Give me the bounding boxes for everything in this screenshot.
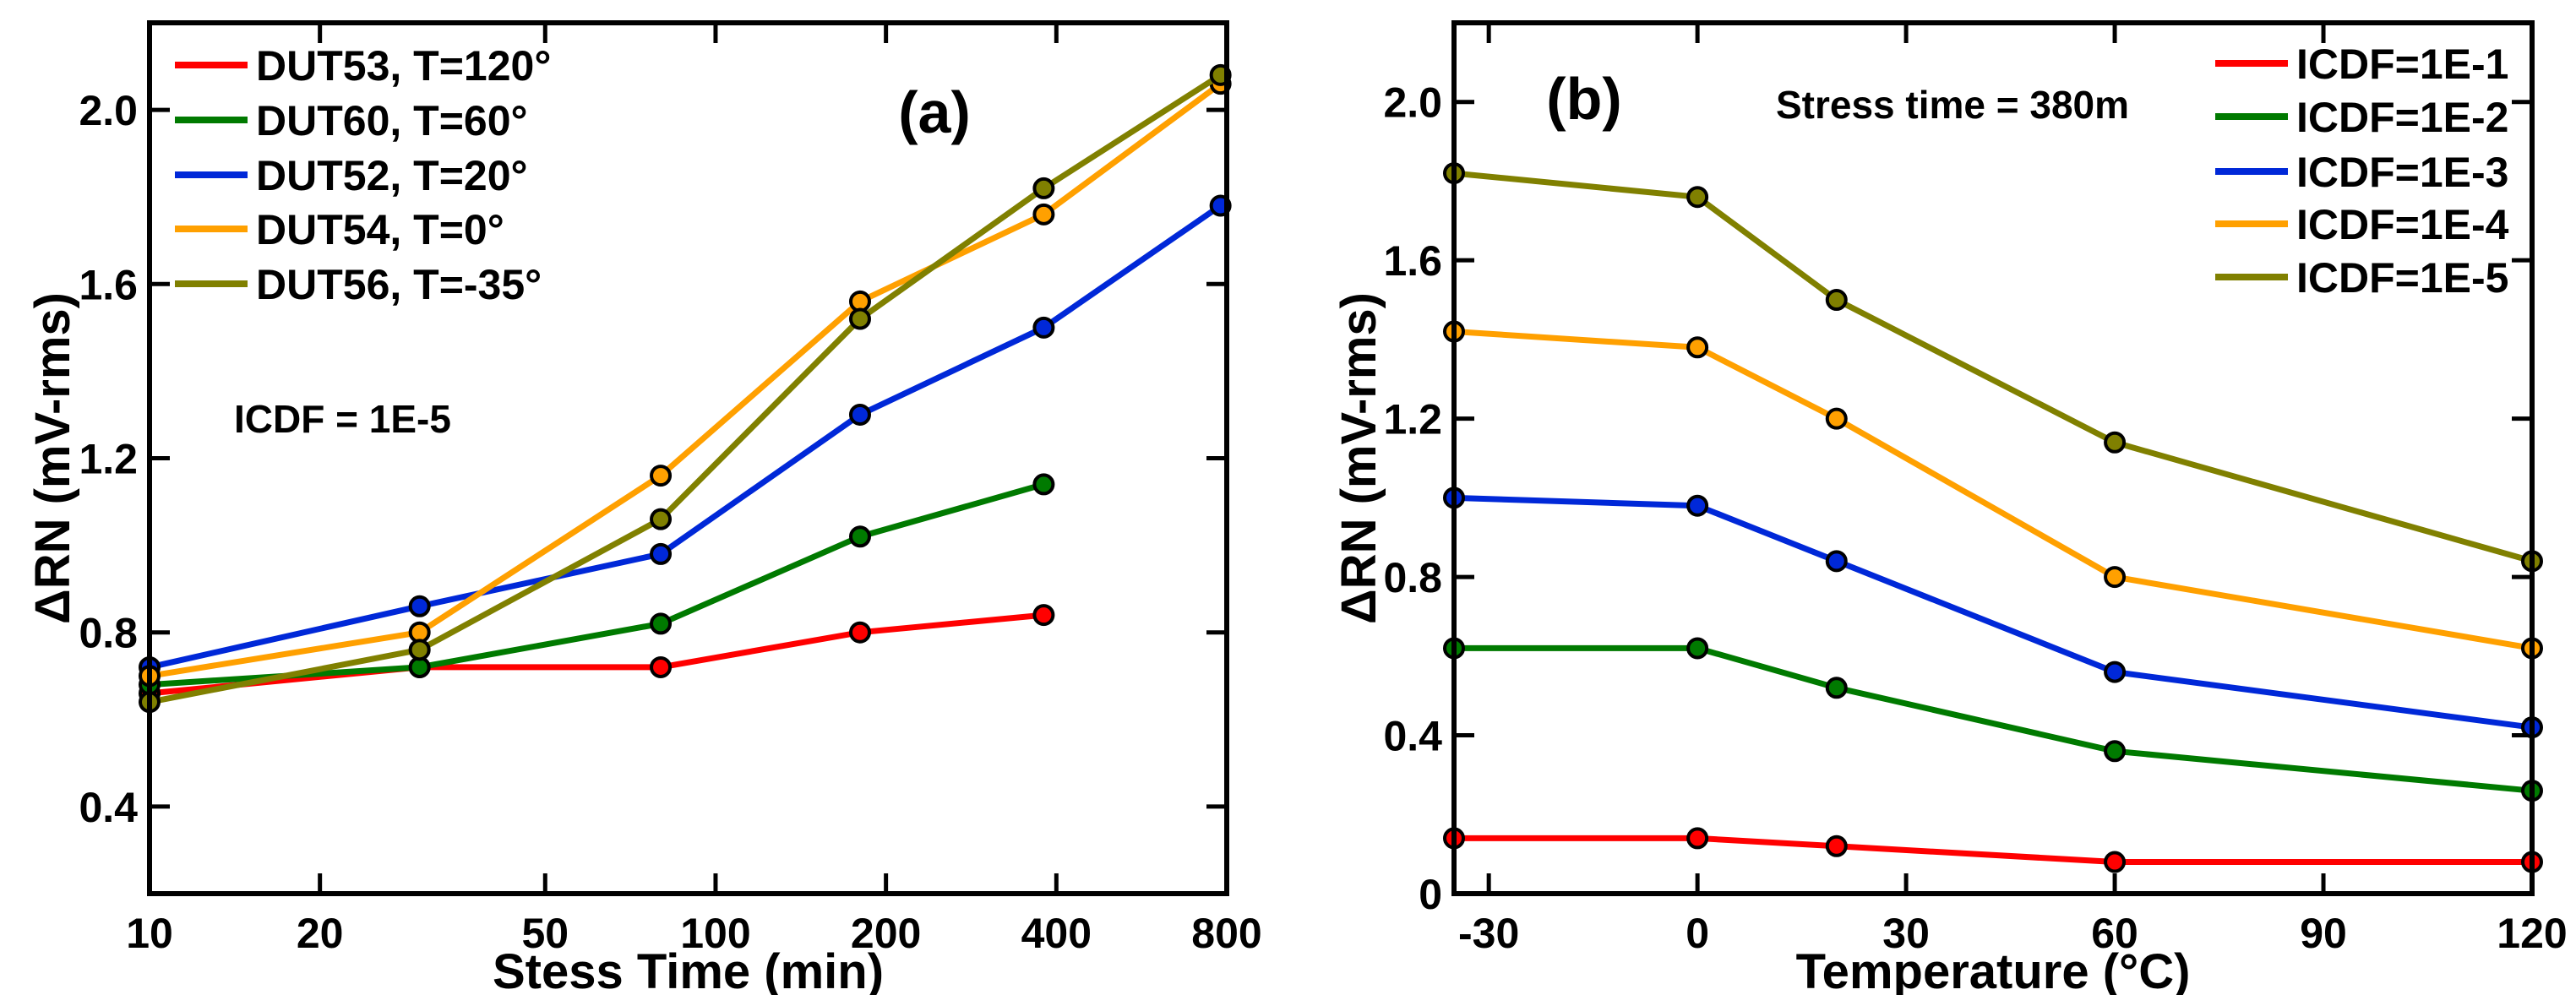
y-tick-label: 2.0	[1383, 79, 1442, 127]
y-tick-label: 1.6	[1383, 237, 1442, 285]
data-point	[1686, 336, 1709, 359]
x-tick-label: 90	[2300, 910, 2347, 957]
y-tick-label: 1.2	[79, 436, 138, 483]
data-point	[1686, 827, 1709, 850]
legend-label: ICDF=1E-2	[2296, 94, 2508, 141]
panel-a: 10 20 50 100 200 400 800 0.4 0.8 1.2 1.6 2.0 DUT53, …	[25, 20, 1262, 995]
data-point	[1825, 289, 1848, 312]
x-tick-label: 10	[126, 910, 173, 957]
panel-label: (a)	[898, 79, 971, 145]
annotation: Stress time = 380m	[1776, 83, 2129, 127]
data-point	[1825, 550, 1848, 573]
x-tick-label: 20	[297, 910, 344, 957]
x-tick-label: 0	[1686, 910, 1709, 957]
legend-label: DUT60, T=60°	[256, 97, 528, 144]
data-point	[1686, 186, 1709, 209]
data-point	[2104, 431, 2127, 454]
data-point	[650, 612, 673, 635]
y-tick-label: 0.8	[1383, 554, 1442, 601]
x-tick-label: 30	[1882, 910, 1930, 957]
axes-frame	[1451, 20, 2535, 896]
panel-b: -30 0 30 60 90 120 0 0.4 0.8 1.2 1.6 2.0 ICDF=1E-1 IC…	[1332, 20, 2568, 995]
x-tick-label: -30	[1458, 910, 1519, 957]
y-tick-label: 2.0	[79, 87, 138, 134]
x-tick-label: 120	[2497, 910, 2567, 957]
panel-label: (b)	[1546, 66, 1621, 132]
data-point	[2104, 740, 2127, 763]
data-point	[408, 595, 431, 617]
x-axis-label: Temperature (°C)	[1796, 944, 2191, 995]
data-point	[1686, 637, 1709, 660]
series-line	[149, 72, 1223, 705]
series-1	[139, 473, 1055, 696]
x-tick-label: 200	[851, 910, 921, 957]
data-point	[1032, 203, 1055, 226]
data-point	[1032, 473, 1055, 496]
data-point	[2104, 851, 2127, 873]
x-tick-label: 60	[2091, 910, 2138, 957]
data-point	[848, 403, 871, 426]
x-tick-label: 50	[521, 910, 569, 957]
data-point	[650, 655, 673, 678]
data-point	[408, 639, 431, 661]
legend-label: ICDF=1E-5	[2296, 254, 2508, 302]
series-line	[1454, 644, 2533, 794]
y-tick-label: 0.4	[79, 784, 138, 831]
legend-label: DUT56, T=-35°	[256, 261, 542, 308]
x-tick-label: 100	[680, 910, 750, 957]
data-point	[848, 307, 871, 330]
series-line	[149, 203, 1223, 671]
legend-label: ICDF=1E-4	[2296, 201, 2509, 248]
legend-label: ICDF=1E-1	[2296, 41, 2508, 88]
data-point	[650, 508, 673, 530]
data-point	[1032, 177, 1055, 199]
y-tick-label: 0.4	[1383, 713, 1442, 760]
data-point	[1825, 407, 1848, 430]
legend-label: DUT52, T=20°	[256, 152, 528, 199]
y-tick-label: 0.8	[79, 610, 138, 657]
y-tick-label: 1.2	[1383, 396, 1442, 443]
data-point	[650, 542, 673, 565]
series-2	[1443, 487, 2543, 739]
x-tick-label: 400	[1021, 910, 1092, 957]
y-axis-label: ΔRN (mV-rms)	[25, 292, 80, 624]
data-point	[2104, 566, 2127, 589]
x-tick-label: 800	[1191, 910, 1261, 957]
y-axis-label: ΔRN (mV-rms)	[1332, 292, 1386, 624]
x-axis-label: Stess Time (min)	[493, 944, 884, 995]
data-point	[848, 525, 871, 548]
series-line	[149, 81, 1223, 679]
data-point	[1686, 494, 1709, 517]
annotation: ICDF = 1E-5	[234, 397, 451, 441]
series-1	[1443, 637, 2543, 802]
data-point	[1825, 835, 1848, 857]
series-0	[1443, 827, 2543, 873]
axes-frame	[147, 20, 1229, 896]
y-tick-label: 0	[1419, 871, 1442, 918]
data-point	[1032, 316, 1055, 339]
data-point	[650, 465, 673, 487]
legend-label: DUT53, T=120°	[256, 42, 551, 90]
series-4	[139, 63, 1232, 714]
series-3	[1443, 320, 2543, 660]
data-point	[2104, 661, 2127, 683]
data-point	[848, 621, 871, 644]
series-line	[1453, 494, 2533, 731]
data-point	[1032, 604, 1055, 627]
legend-label: DUT54, T=0°	[256, 206, 504, 253]
y-tick-label: 1.6	[79, 261, 138, 308]
legend-label: ICDF=1E-3	[2296, 149, 2508, 196]
data-point	[1825, 677, 1848, 699]
series-line	[1454, 835, 2532, 865]
